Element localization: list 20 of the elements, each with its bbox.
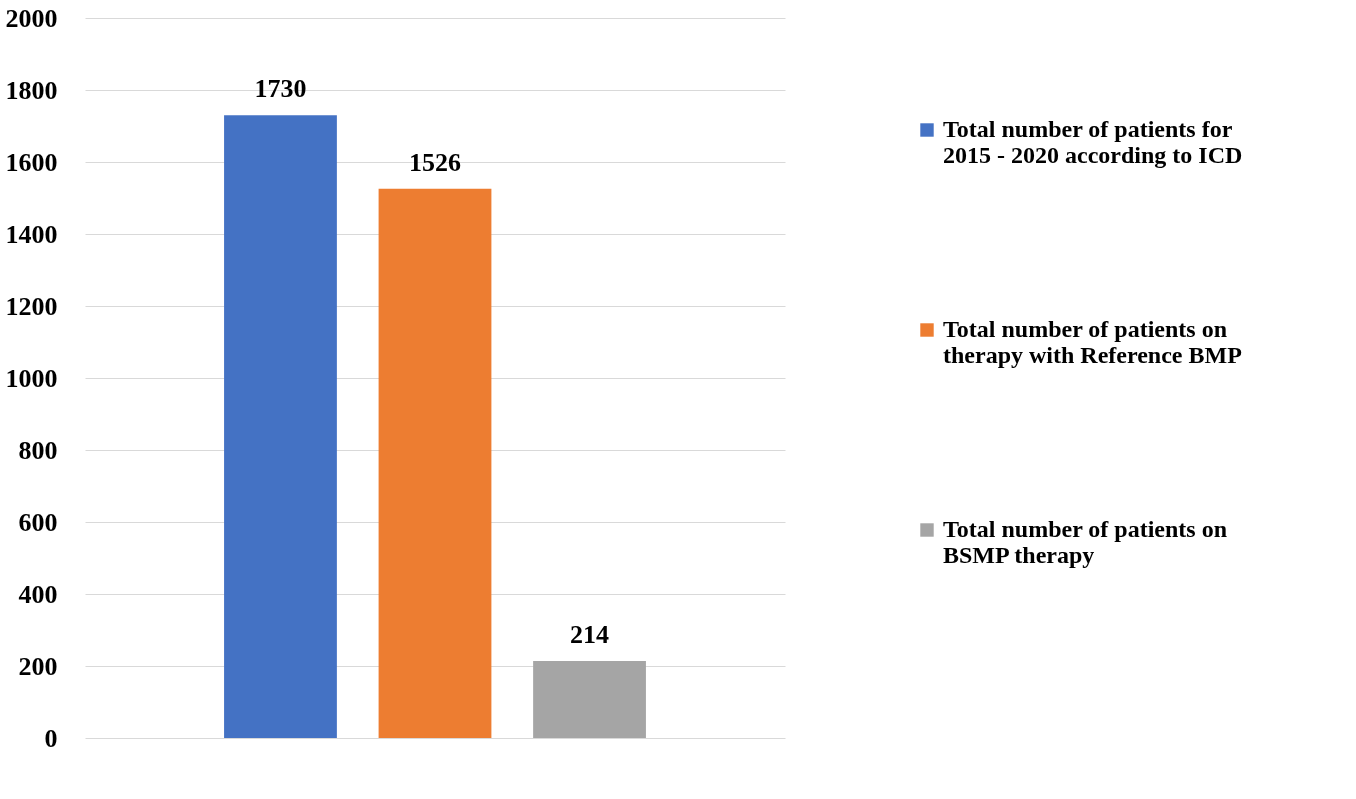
legend-label: Total number of patients on BSMP therapy xyxy=(943,516,1228,568)
y-tick-label: 800 xyxy=(18,435,58,465)
y-tick-label: 200 xyxy=(18,651,58,681)
legend-label: Total number of patients for 2015 - 2020 according to ICD xyxy=(943,116,1243,168)
y-tick-label: 1800 xyxy=(5,75,58,105)
bar xyxy=(378,188,492,738)
y-tick-label: 400 xyxy=(18,579,58,609)
y-tick-label: 600 xyxy=(18,507,58,537)
data-label: 214 xyxy=(570,619,610,649)
legend-label: Total number of patients on therapy with Reference BMP xyxy=(943,316,1242,368)
data-label: 1730 xyxy=(254,74,307,104)
bar xyxy=(533,660,646,738)
y-tick-label: 1000 xyxy=(5,363,58,393)
y-tick-label: 1400 xyxy=(5,219,58,249)
bar xyxy=(224,115,337,738)
y-tick-label: 1200 xyxy=(5,291,58,321)
y-tick-label: 1600 xyxy=(5,147,58,177)
data-label: 1526 xyxy=(409,147,461,177)
y-tick-label: 2000 xyxy=(5,3,58,33)
y-tick-label: 0 xyxy=(44,723,58,753)
